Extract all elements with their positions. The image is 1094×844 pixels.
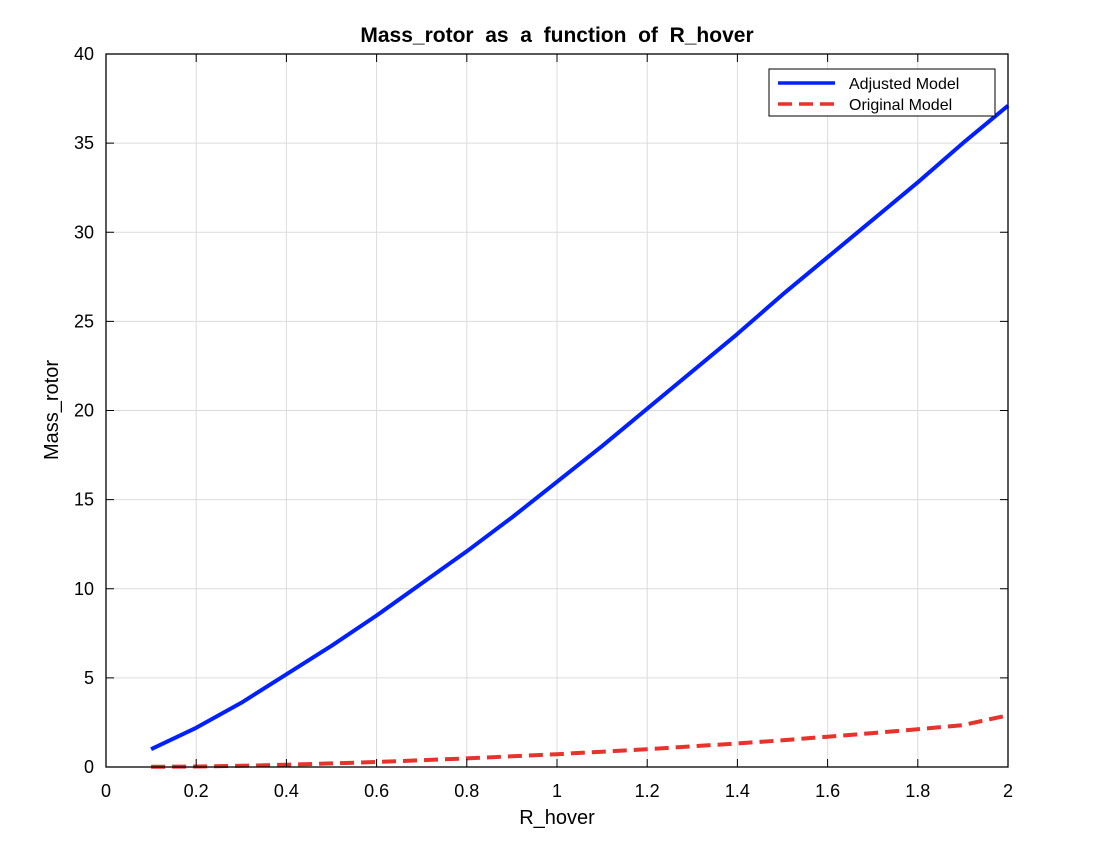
series-line-adjusted-model <box>150 104 1010 752</box>
legend: Adjusted Model Original Model <box>768 68 996 117</box>
grid <box>106 54 1008 767</box>
y-tick-label: 40 <box>74 44 94 64</box>
x-tick-label: 0.8 <box>454 781 479 801</box>
series-layer <box>150 104 1010 769</box>
x-tick-label: 1.6 <box>815 781 840 801</box>
legend-label-original-model: Original Model <box>849 97 952 114</box>
y-tick-label: 5 <box>84 668 94 688</box>
x-tick-label: 1.2 <box>635 781 660 801</box>
x-axis-label: R_hover <box>519 807 595 829</box>
x-tick-label: 1 <box>552 781 562 801</box>
y-tick-label: 35 <box>74 133 94 153</box>
legend-box <box>768 68 996 117</box>
y-tick-label: 0 <box>84 757 94 777</box>
chart-title: Mass_rotor as a function of R_hover <box>360 24 753 47</box>
y-tick-label: 10 <box>74 579 94 599</box>
x-tick-label: 2 <box>1003 781 1013 801</box>
y-tick-label: 15 <box>74 490 94 510</box>
x-axis: 0 0.2 0.4 0.6 0.8 1 1.2 1.4 1.6 1.8 2 <box>101 54 1013 801</box>
x-tick-label: 0.4 <box>274 781 299 801</box>
legend-label-adjusted-model: Adjusted Model <box>849 76 959 93</box>
y-axis: 0 5 10 15 20 25 30 35 40 <box>74 44 1008 777</box>
y-axis-label: Mass_rotor <box>41 360 63 460</box>
x-tick-label: 0.2 <box>184 781 209 801</box>
y-tick-label: 30 <box>74 222 94 242</box>
x-tick-label: 1.4 <box>725 781 750 801</box>
x-tick-label: 0.6 <box>364 781 389 801</box>
x-tick-label: 1.8 <box>905 781 930 801</box>
x-tick-label: 0 <box>101 781 111 801</box>
y-tick-label: 20 <box>74 401 94 421</box>
y-tick-label: 25 <box>74 311 94 331</box>
series-line-original-model <box>151 713 1009 769</box>
